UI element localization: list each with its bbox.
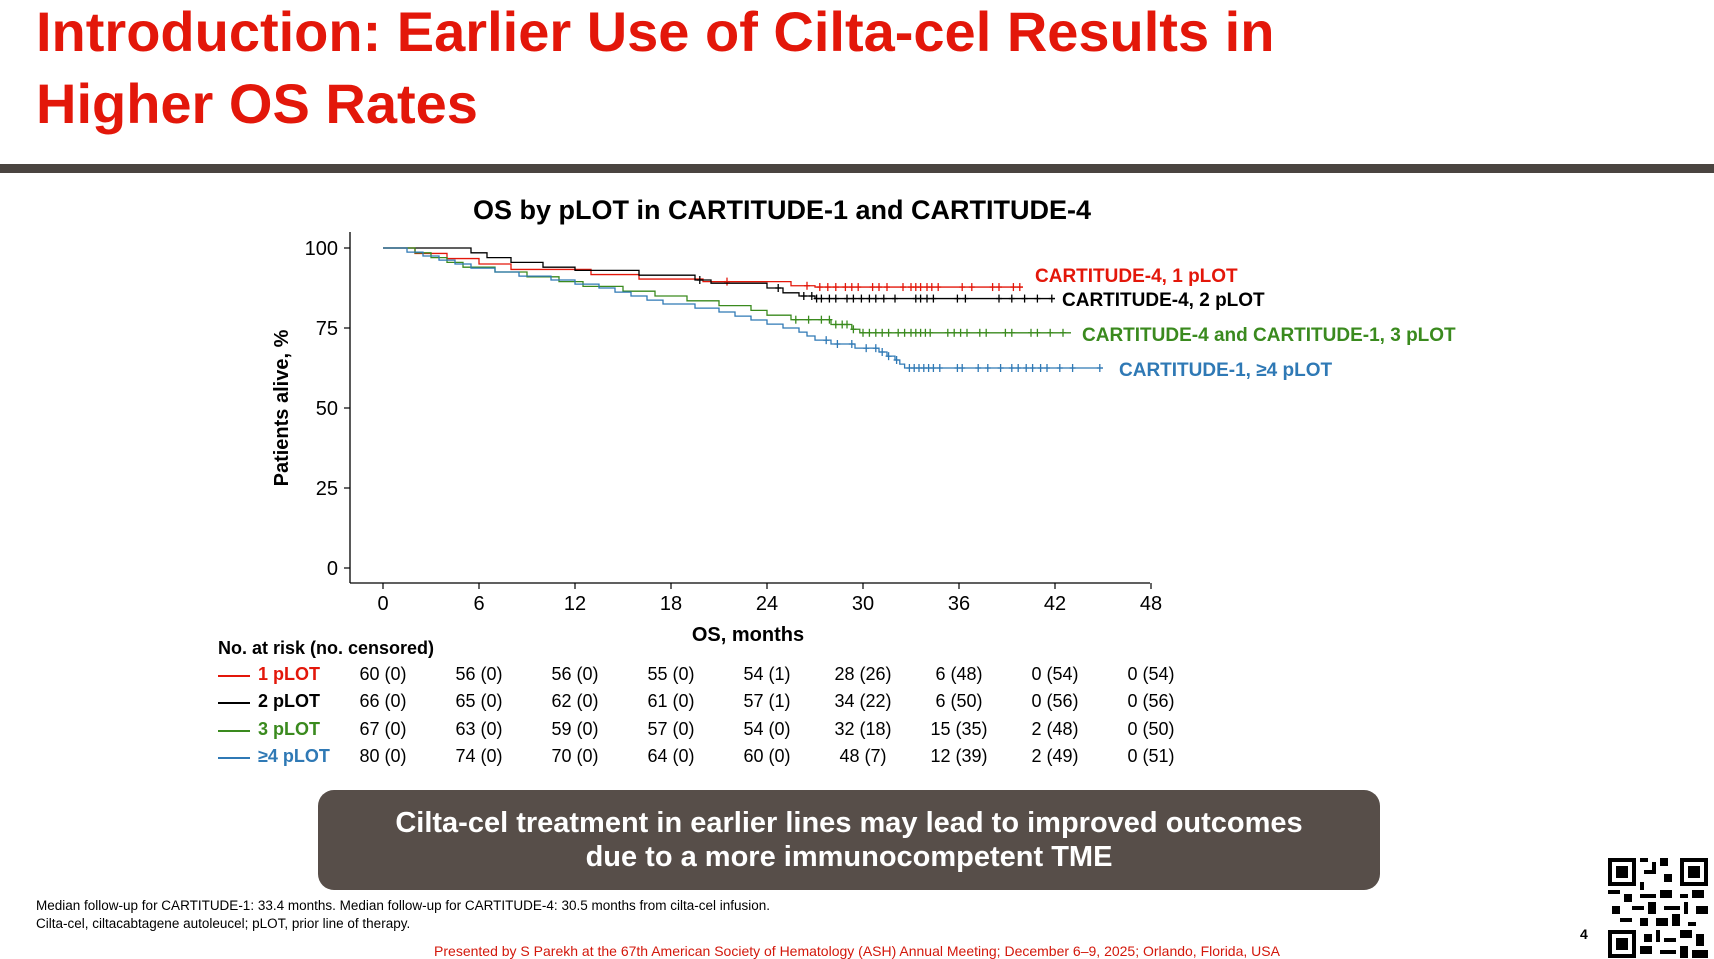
risk-cell: 60 (0) — [359, 664, 407, 684]
risk-cell: 80 (0) — [359, 746, 407, 766]
risk-cell: 12 (39) — [930, 746, 988, 766]
risk-cell: 6 (50) — [935, 691, 983, 711]
risk-cell: 6 (48) — [935, 664, 983, 684]
risk-cell: 66 (0) — [359, 691, 407, 711]
risk-row-legend-line — [218, 702, 250, 704]
risk-cell: 0 (54) — [1127, 664, 1175, 684]
y-axis-title: Patients alive, % — [271, 329, 293, 486]
risk-cell: 59 (0) — [551, 719, 599, 739]
risk-cell: 28 (26) — [834, 664, 892, 684]
slide-title-line2: Higher OS Rates — [36, 72, 478, 135]
y-tick-label: 50 — [316, 398, 338, 420]
risk-cell: 54 (0) — [743, 719, 791, 739]
x-tick-label: 12 — [564, 593, 586, 615]
risk-table-row: 1 pLOT 60 (0) 56 (0) 56 (0) 55 (0) 54 (1) 28 (… — [218, 663, 1218, 689]
risk-row-label: 2 pLOT — [258, 691, 320, 711]
km-curve-line — [383, 247, 1055, 300]
presented-by: Presented by S Parekh at the 67th Americ… — [434, 943, 1280, 959]
page-number: 4 — [1580, 926, 1588, 942]
x-tick-label: 36 — [948, 593, 970, 615]
risk-row-label: ≥4 pLOT — [258, 746, 330, 766]
risk-cell: 48 (7) — [839, 746, 887, 766]
footnote-followup: Median follow-up for CARTITUDE-1: 33.4 m… — [36, 898, 771, 913]
y-tick-label: 25 — [316, 478, 338, 500]
risk-table-header: No. at risk (no. censored) — [218, 638, 435, 658]
risk-row-legend-line — [218, 675, 250, 677]
x-tick-label: 6 — [473, 593, 484, 615]
km-curve-line — [383, 247, 1023, 288]
risk-cell: 57 (1) — [743, 691, 791, 711]
risk-cell: 67 (0) — [359, 719, 407, 739]
y-tick-label: 0 — [327, 558, 338, 580]
x-tick-label: 48 — [1140, 593, 1162, 615]
conclusion-banner: Cilta-cel treatment in earlier lines may… — [318, 790, 1380, 890]
chart-title: OS by pLOT in CARTITUDE-1 and CARTITUDE-… — [473, 195, 1091, 225]
x-tick-label: 42 — [1044, 593, 1066, 615]
banner-line1: Cilta-cel treatment in earlier lines may… — [395, 807, 1303, 839]
risk-cell: 70 (0) — [551, 746, 599, 766]
qr-code-icon — [1608, 858, 1708, 958]
series-label: CARTITUDE-4 and CARTITUDE-1, 3 pLOT — [1082, 325, 1456, 346]
risk-cell: 34 (22) — [834, 691, 892, 711]
x-tick-label: 18 — [660, 593, 682, 615]
risk-cell: 32 (18) — [834, 719, 892, 739]
risk-cell: 65 (0) — [455, 691, 503, 711]
risk-cell: 56 (0) — [455, 664, 503, 684]
risk-cell: 62 (0) — [551, 691, 599, 711]
footnote-abbreviations: Cilta-cel, ciltacabtagene autoleucel; pL… — [36, 916, 411, 931]
risk-row-label: 1 pLOT — [258, 664, 320, 684]
risk-cell: 57 (0) — [647, 719, 695, 739]
slide-title-line1: Introduction: Earlier Use of Cilta-cel R… — [36, 0, 1275, 63]
km-curve-line — [383, 247, 1071, 334]
risk-cell: 2 (48) — [1031, 719, 1079, 739]
risk-row-legend-line — [218, 730, 250, 732]
risk-row-legend-line — [218, 757, 250, 759]
risk-cell: 2 (49) — [1031, 746, 1079, 766]
risk-cell: 56 (0) — [551, 664, 599, 684]
risk-cell: 74 (0) — [455, 746, 503, 766]
risk-cell: 0 (54) — [1031, 664, 1079, 684]
risk-cell: 0 (51) — [1127, 746, 1175, 766]
risk-cell: 54 (1) — [743, 664, 791, 684]
risk-cell: 60 (0) — [743, 746, 791, 766]
risk-table-row: 3 pLOT 67 (0) 63 (0) 59 (0) 57 (0) 54 (0) 32 (… — [218, 718, 1218, 744]
y-tick-label: 100 — [305, 238, 338, 260]
banner-line2: due to a more immunocompetent TME — [585, 841, 1113, 873]
risk-table-row: 2 pLOT 66 (0) 65 (0) 62 (0) 61 (0) 57 (1) 34 (… — [218, 690, 1218, 716]
y-tick-label: 75 — [316, 318, 338, 340]
x-tick-label: 0 — [377, 593, 388, 615]
risk-cell: 55 (0) — [647, 664, 695, 684]
risk-cell: 0 (56) — [1031, 691, 1079, 711]
series-label: CARTITUDE-4, 2 pLOT — [1062, 290, 1265, 311]
series-label: CARTITUDE-1, ≥4 pLOT — [1119, 360, 1332, 381]
km-curve-line — [383, 247, 1103, 369]
risk-cell: 63 (0) — [455, 719, 503, 739]
x-tick-label: 24 — [756, 593, 778, 615]
risk-cell: 0 (50) — [1127, 719, 1175, 739]
risk-cell: 64 (0) — [647, 746, 695, 766]
series-label: CARTITUDE-4, 1 pLOT — [1035, 266, 1238, 287]
slide-title: Introduction: Earlier Use of Cilta-cel R… — [36, 0, 1436, 140]
risk-row-label: 3 pLOT — [258, 719, 320, 739]
risk-cell: 0 (56) — [1127, 691, 1175, 711]
risk-table-row: ≥4 pLOT 80 (0) 74 (0) 70 (0) 64 (0) 60 (0) 48 … — [218, 745, 1218, 771]
risk-cell: 15 (35) — [930, 719, 988, 739]
x-axis-title: OS, months — [692, 624, 804, 646]
x-tick-label: 30 — [852, 593, 874, 615]
header-divider — [0, 164, 1714, 173]
risk-cell: 61 (0) — [647, 691, 695, 711]
